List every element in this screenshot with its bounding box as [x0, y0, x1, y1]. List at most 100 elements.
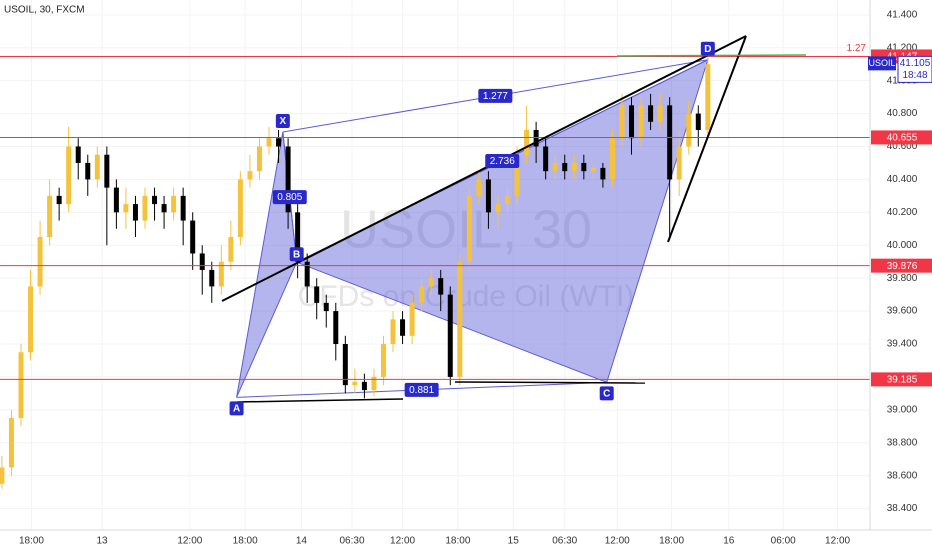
- candle-body: [285, 146, 291, 213]
- watermark-description: CFDs on Crude Oil (WTI): [298, 280, 635, 313]
- x-tick-label: 06:30: [552, 536, 577, 547]
- candle-body: [256, 146, 262, 172]
- x-tick-label: 13: [97, 536, 109, 547]
- y-tick-label: 39.600: [887, 306, 918, 317]
- candle-body: [371, 376, 377, 391]
- point-badge: [700, 41, 715, 56]
- point-label: D: [704, 44, 711, 55]
- candle-body: [47, 195, 53, 238]
- candle-body: [342, 344, 348, 386]
- ratio-label: 0.805: [277, 192, 302, 203]
- point-badge: [599, 386, 614, 401]
- y-tick-label: 38.800: [887, 437, 918, 448]
- candle-body: [409, 302, 415, 336]
- y-tick-label: 40.800: [887, 108, 918, 119]
- candle-body: [152, 195, 158, 205]
- y-tick-label: 39.800: [887, 273, 918, 284]
- x-tick-label: 18:00: [659, 536, 684, 547]
- x-tick-label: 12:00: [825, 536, 850, 547]
- pattern-labels: 1.277 2.736 0.805 0.881 X A B C D: [229, 41, 715, 416]
- candle-body: [638, 105, 644, 139]
- candle-body: [657, 105, 663, 122]
- candle-body: [466, 195, 472, 262]
- candle-body: [8, 418, 14, 468]
- x-tick-label: 18:00: [233, 536, 258, 547]
- candle-body: [629, 105, 635, 139]
- candle-body: [190, 220, 196, 254]
- ratio-badge: [485, 153, 520, 168]
- candle-body: [524, 130, 530, 155]
- y-tick-label: 38.400: [887, 503, 918, 514]
- candle-body: [581, 162, 587, 172]
- chart-title: USOIL, 30, FXCM: [4, 5, 85, 16]
- price-label: 41.105: [900, 58, 931, 69]
- trend-line: [221, 35, 747, 302]
- candle-body: [113, 187, 119, 213]
- x-tick-label: 12:00: [605, 536, 630, 547]
- ratio-badge: [478, 88, 513, 103]
- y-tick-label: 41.400: [887, 9, 918, 20]
- candle-body: [495, 204, 501, 213]
- candle-body: [686, 113, 692, 147]
- candle-body: [18, 352, 24, 419]
- y-tick-label: 39.000: [887, 404, 918, 415]
- price-badge: [897, 55, 932, 83]
- candle-body: [28, 286, 34, 353]
- point-label: X: [280, 116, 287, 127]
- candle-body: [171, 195, 177, 213]
- support-line: [236, 398, 404, 403]
- level-badge: [871, 372, 932, 387]
- candle-body: [390, 319, 396, 345]
- candle-body: [571, 162, 577, 172]
- countdown-label: 18:48: [902, 70, 927, 81]
- candle-body: [237, 179, 243, 238]
- candle-body: [648, 105, 654, 122]
- x-tick-label: 06:00: [771, 536, 796, 547]
- candle-body: [619, 105, 625, 139]
- watermark-symbol: USOIL, 30: [340, 199, 592, 259]
- level-badge: [871, 258, 932, 273]
- x-tick-label: 12:00: [177, 536, 202, 547]
- candle-body: [609, 138, 615, 180]
- candle-body: [66, 146, 72, 205]
- candle-body: [276, 138, 282, 147]
- candle-body: [400, 319, 406, 336]
- candle-body: [333, 311, 339, 345]
- x-tick-label: 14: [296, 536, 308, 547]
- candle-body: [705, 64, 711, 131]
- x-tick-label: 12:00: [390, 536, 415, 547]
- ratio-label: 2.736: [490, 156, 515, 167]
- candle-body: [304, 261, 310, 287]
- candle-body: [695, 113, 701, 131]
- candle-body: [543, 146, 549, 172]
- candle-body: [419, 286, 425, 303]
- x-tick-label: 16: [723, 536, 735, 547]
- candle-body: [667, 105, 673, 180]
- candle-body: [228, 237, 234, 262]
- candle-body: [142, 195, 148, 221]
- candle-body: [676, 146, 682, 180]
- point-label: A: [233, 403, 240, 414]
- candle-body: [247, 171, 253, 180]
- candle-body: [428, 278, 434, 287]
- y-tick-label: 40.400: [887, 174, 918, 185]
- point-label: B: [293, 249, 300, 260]
- candle-body: [161, 204, 167, 213]
- candle-body: [180, 195, 186, 221]
- candle-body: [104, 154, 110, 188]
- candle-body: [266, 138, 272, 147]
- candle-body: [552, 162, 558, 172]
- candle-body: [123, 204, 129, 213]
- candle-body: [457, 261, 463, 377]
- grid: [0, 0, 870, 530]
- candle-body: [533, 130, 539, 147]
- candles: [0, 55, 711, 489]
- x-tick-label: 15: [508, 536, 520, 547]
- candle-body: [295, 212, 301, 262]
- symbol-label: USOIL: [868, 58, 895, 68]
- point-badge: [275, 114, 290, 129]
- level-label: 40.655: [887, 133, 918, 144]
